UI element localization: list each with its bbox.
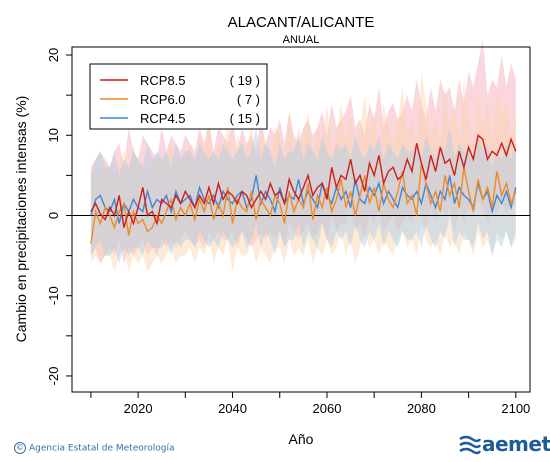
- aemet-logo-text: aemet: [482, 432, 550, 456]
- y-axis-label: Cambio en precipitaciones intensas (%): [13, 96, 29, 343]
- aemet-logo: aemet: [458, 432, 550, 456]
- x-tick-label-2040: 2040: [218, 401, 247, 416]
- x-axis-ticks: 2020 2040 2060 2080 2100: [90, 392, 530, 416]
- legend-count-rcp45: ( 15 ): [230, 111, 260, 126]
- legend-name-rcp85: RCP8.5: [140, 73, 186, 88]
- legend: RCP8.5 ( 19 ) RCP6.0 ( 7 ) RCP4.5 ( 15 ): [89, 63, 268, 130]
- x-axis-label: Año: [289, 431, 314, 447]
- legend-count-rcp60: ( 7 ): [237, 92, 260, 107]
- line-rcp60: [90, 163, 517, 244]
- line-rcp85: [90, 133, 517, 228]
- y-tick-label--10: -10: [46, 286, 61, 305]
- x-tick-label-2100: 2100: [501, 401, 530, 416]
- y-tick-label-0: 0: [46, 212, 61, 219]
- band-rcp45: [90, 127, 516, 264]
- x-tick-label-2020: 2020: [124, 401, 153, 416]
- legend-count-rcp85: ( 19 ): [230, 73, 260, 88]
- x-tick-label-2060: 2060: [313, 401, 342, 416]
- agency-credit-text: Agencia Estatal de Meteorología: [29, 443, 175, 454]
- band-rcp60: [90, 71, 516, 272]
- aemet-logo-icon: [459, 435, 482, 455]
- chart-title: ALACANT/ALICANTE: [228, 14, 375, 31]
- y-axis-ticks: -20 -10 0 10 20: [46, 48, 72, 386]
- series-lines: [90, 133, 517, 244]
- line-rcp45: [90, 175, 517, 224]
- chart-subtitle: ANUAL: [283, 34, 320, 46]
- y-tick-label-10: 10: [46, 128, 61, 142]
- legend-name-rcp45: RCP4.5: [140, 111, 186, 126]
- footer-credit: © Agencia Estatal de Meteorología: [14, 442, 175, 454]
- y-tick-label-20: 20: [46, 48, 61, 62]
- x-tick-label-2080: 2080: [407, 401, 436, 416]
- y-tick-label--20: -20: [46, 367, 61, 386]
- copyright-icon: ©: [14, 442, 26, 454]
- legend-name-rcp60: RCP6.0: [140, 92, 186, 107]
- plot-frame: [71, 46, 531, 393]
